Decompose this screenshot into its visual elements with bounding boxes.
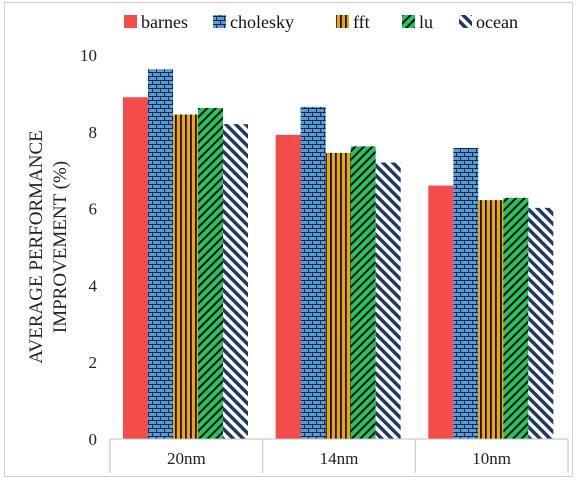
bar-lu-10nm <box>503 197 529 439</box>
y-tick-label: 0 <box>89 430 98 449</box>
legend-swatch <box>124 15 137 28</box>
legend-label: lu <box>419 12 433 32</box>
legend-swatch <box>402 15 415 28</box>
x-axis: 20nm 14nm 10nm <box>109 438 569 473</box>
bar-cholesky-10nm <box>453 147 479 440</box>
bar-barnes-10nm <box>428 185 454 439</box>
y-tick-label: 6 <box>89 200 98 219</box>
bar-cholesky-14nm <box>300 106 326 439</box>
bar-ocean-10nm <box>528 207 554 439</box>
legend: barnes cholesky fft lu ocean <box>124 12 518 32</box>
legend-swatch <box>336 15 349 28</box>
legend-swatch <box>213 15 226 28</box>
x-tick-label: 20nm <box>167 449 206 468</box>
legend-swatch <box>459 15 472 28</box>
bar-ocean-20nm <box>223 124 248 440</box>
y-axis-title-line-2: IMPROVEMENT (%) <box>50 161 71 333</box>
bar-cholesky-20nm <box>148 69 173 439</box>
legend-item-lu: lu <box>402 12 433 32</box>
y-tick-label: 10 <box>80 46 97 65</box>
legend-item-ocean: ocean <box>459 12 518 32</box>
bars <box>123 69 554 440</box>
x-tick-label: 10nm <box>472 449 511 468</box>
legend-label: ocean <box>476 12 518 32</box>
y-tick-label: 8 <box>89 123 98 142</box>
legend-label: barnes <box>141 12 188 32</box>
bar-lu-14nm <box>350 146 376 439</box>
legend-item-barnes: barnes <box>124 12 188 32</box>
bar-fft-10nm <box>478 200 504 439</box>
legend-item-fft: fft <box>336 12 370 32</box>
legend-item-cholesky: cholesky <box>213 12 294 32</box>
bar-ocean-14nm <box>375 162 401 439</box>
x-tick-label: 14nm <box>320 449 359 468</box>
bar-fft-14nm <box>325 152 351 440</box>
bar-barnes-20nm <box>123 97 148 440</box>
bar-fft-20nm <box>173 114 198 440</box>
y-tick-label: 4 <box>89 276 98 295</box>
y-axis-title-line-1: AVERAGE PERFORMANCE <box>26 130 47 364</box>
y-axis-ticks: 0 2 4 6 8 10 <box>80 46 98 449</box>
y-tick-label: 2 <box>89 353 98 372</box>
bar-lu-20nm <box>198 107 223 439</box>
legend-label: cholesky <box>230 12 294 32</box>
legend-label: fft <box>353 12 370 32</box>
y-axis-title: AVERAGE PERFORMANCE IMPROVEMENT (%) <box>26 130 71 364</box>
bar-barnes-14nm <box>275 134 301 439</box>
